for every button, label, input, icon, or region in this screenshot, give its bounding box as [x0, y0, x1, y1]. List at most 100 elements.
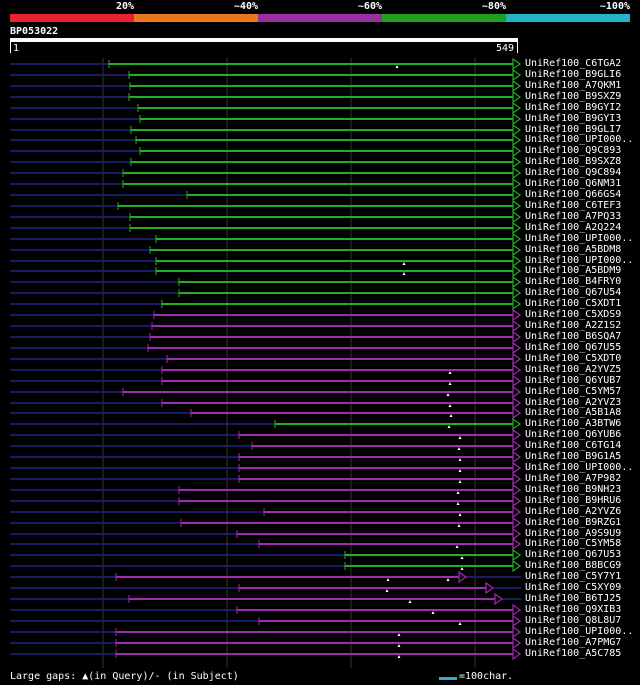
hit-row[interactable]	[10, 330, 522, 344]
hit-row[interactable]	[10, 319, 522, 333]
hit-label-link[interactable]: UniRef100_B9RZG1	[525, 517, 622, 528]
hit-label-link[interactable]: UniRef100_C5Y7Y1	[525, 571, 622, 582]
hit-label-link[interactable]: UniRef100_A3BTW6	[525, 418, 622, 429]
hit-label-link[interactable]: UniRef100_Q9C893	[525, 145, 622, 156]
hit-label-link[interactable]: UniRef100_Q9XIB3	[525, 604, 622, 615]
hit-label-link[interactable]: UniRef100_C6TGA2	[525, 58, 622, 69]
hit-row[interactable]	[10, 406, 522, 420]
hit-label-link[interactable]: UniRef100_A2Q224	[525, 222, 622, 233]
hit-row[interactable]	[10, 537, 522, 551]
hit-row[interactable]	[10, 112, 522, 126]
hit-label-link[interactable]: UniRef100_B9SXZ9	[525, 91, 622, 102]
hit-label-link[interactable]: UniRef100_C5XDT1	[525, 298, 622, 309]
hit-label-link[interactable]: UniRef100_B9GLI6	[525, 69, 622, 80]
hit-row[interactable]	[10, 79, 522, 93]
hit-label-link[interactable]: UniRef100_B6TJ25	[525, 593, 622, 604]
hit-label-link[interactable]: UniRef100_UPI000..	[525, 233, 634, 244]
hit-row[interactable]	[10, 516, 522, 530]
hit-label-link[interactable]: UniRef100_Q8L8U7	[525, 615, 622, 626]
hit-row[interactable]	[10, 308, 522, 322]
hit-row[interactable]	[10, 625, 522, 639]
hit-label-link[interactable]: UniRef100_A7PQ33	[525, 211, 622, 222]
hit-row[interactable]	[10, 57, 522, 71]
hit-label-link[interactable]: UniRef100_A9S9U9	[525, 528, 622, 539]
hit-row[interactable]	[10, 68, 522, 82]
hit-label-link[interactable]: UniRef100_A5C785	[525, 648, 622, 659]
hit-label-link[interactable]: UniRef100_C5YM58	[525, 538, 622, 549]
hit-row[interactable]	[10, 483, 522, 497]
hit-row[interactable]	[10, 144, 522, 158]
hit-row[interactable]	[10, 155, 522, 169]
hit-row[interactable]	[10, 581, 521, 595]
hit-row[interactable]	[10, 254, 522, 268]
hit-label-link[interactable]: UniRef100_A7PMG7	[525, 637, 622, 648]
hit-label-link[interactable]: UniRef100_C5XDT0	[525, 353, 622, 364]
hit-label-link[interactable]: UniRef100_Q6YUB7	[525, 375, 622, 386]
hit-label-link[interactable]: UniRef100_UPI000..	[525, 626, 634, 637]
hit-row[interactable]	[10, 603, 522, 617]
hit-label-link[interactable]: UniRef100_UPI000..	[525, 255, 634, 266]
hit-label-link[interactable]: UniRef100_C6TG14	[525, 440, 622, 451]
hit-label-link[interactable]: UniRef100_UPI000..	[525, 134, 634, 145]
hit-label-link[interactable]: UniRef100_A2YVZ3	[525, 397, 622, 408]
hit-label-link[interactable]: UniRef100_Q6NM31	[525, 178, 622, 189]
hit-row[interactable]	[10, 286, 522, 300]
hit-row[interactable]	[10, 472, 522, 486]
hit-row[interactable]	[10, 101, 522, 115]
hit-label-link[interactable]: UniRef100_A2Z1S2	[525, 320, 622, 331]
hit-label-link[interactable]: UniRef100_A2YVZ6	[525, 506, 622, 517]
hit-label-link[interactable]: UniRef100_Q67U54	[525, 287, 622, 298]
hit-label-link[interactable]: UniRef100_B9GLI7	[525, 124, 622, 135]
hit-row[interactable]	[10, 461, 522, 475]
hit-row[interactable]	[10, 188, 522, 202]
hit-row[interactable]	[10, 264, 522, 278]
hit-row[interactable]	[10, 297, 522, 311]
hit-label-link[interactable]: UniRef100_C5YM57	[525, 386, 622, 397]
hit-label-link[interactable]: UniRef100_B9NH23	[525, 484, 622, 495]
hit-row[interactable]	[10, 439, 522, 453]
hit-row[interactable]	[10, 396, 522, 410]
hit-row[interactable]	[10, 592, 521, 606]
hit-row[interactable]	[10, 559, 522, 573]
hit-label-link[interactable]: UniRef100_Q67U55	[525, 342, 622, 353]
hit-row[interactable]	[10, 232, 522, 246]
hit-row[interactable]	[10, 494, 522, 508]
hit-row[interactable]	[10, 90, 522, 104]
hit-label-link[interactable]: UniRef100_A7QKM1	[525, 80, 622, 91]
hit-label-link[interactable]: UniRef100_B9GYI2	[525, 102, 622, 113]
hit-row[interactable]	[10, 221, 522, 235]
hit-row[interactable]	[10, 450, 522, 464]
hit-label-link[interactable]: UniRef100_C5XDS9	[525, 309, 622, 320]
hit-label-link[interactable]: UniRef100_Q67U53	[525, 549, 622, 560]
hit-row[interactable]	[10, 647, 522, 661]
hit-label-link[interactable]: UniRef100_UPI000..	[525, 462, 634, 473]
hit-row[interactable]	[10, 548, 522, 562]
hit-row[interactable]	[10, 123, 522, 137]
hit-row[interactable]	[10, 374, 522, 388]
hit-row[interactable]	[10, 570, 521, 584]
hit-row[interactable]	[10, 428, 522, 442]
hit-row[interactable]	[10, 166, 522, 180]
hit-row[interactable]	[10, 352, 522, 366]
hit-label-link[interactable]: UniRef100_C5XY09	[525, 582, 622, 593]
hit-row[interactable]	[10, 341, 522, 355]
hit-row[interactable]	[10, 385, 522, 399]
hit-row[interactable]	[10, 636, 522, 650]
hit-label-link[interactable]: UniRef100_Q66GS4	[525, 189, 622, 200]
hit-row[interactable]	[10, 133, 522, 147]
hit-label-link[interactable]: UniRef100_A2YVZ5	[525, 364, 622, 375]
hit-row[interactable]	[10, 363, 522, 377]
hit-row[interactable]	[10, 505, 522, 519]
hit-row[interactable]	[10, 614, 522, 628]
hit-label-link[interactable]: UniRef100_B9SXZ8	[525, 156, 622, 167]
hit-label-link[interactable]: UniRef100_B9HRU6	[525, 495, 622, 506]
hit-label-link[interactable]: UniRef100_A5BDM9	[525, 265, 622, 276]
hit-label-link[interactable]: UniRef100_A5BDM8	[525, 244, 622, 255]
hit-label-link[interactable]: UniRef100_B6SQA7	[525, 331, 622, 342]
hit-row[interactable]	[10, 210, 522, 224]
hit-row[interactable]	[10, 199, 522, 213]
hit-label-link[interactable]: UniRef100_C6TEF3	[525, 200, 622, 211]
hit-label-link[interactable]: UniRef100_B4FRY0	[525, 276, 622, 287]
hit-label-link[interactable]: UniRef100_B9G1A5	[525, 451, 622, 462]
hit-label-link[interactable]: UniRef100_Q6YUB6	[525, 429, 622, 440]
